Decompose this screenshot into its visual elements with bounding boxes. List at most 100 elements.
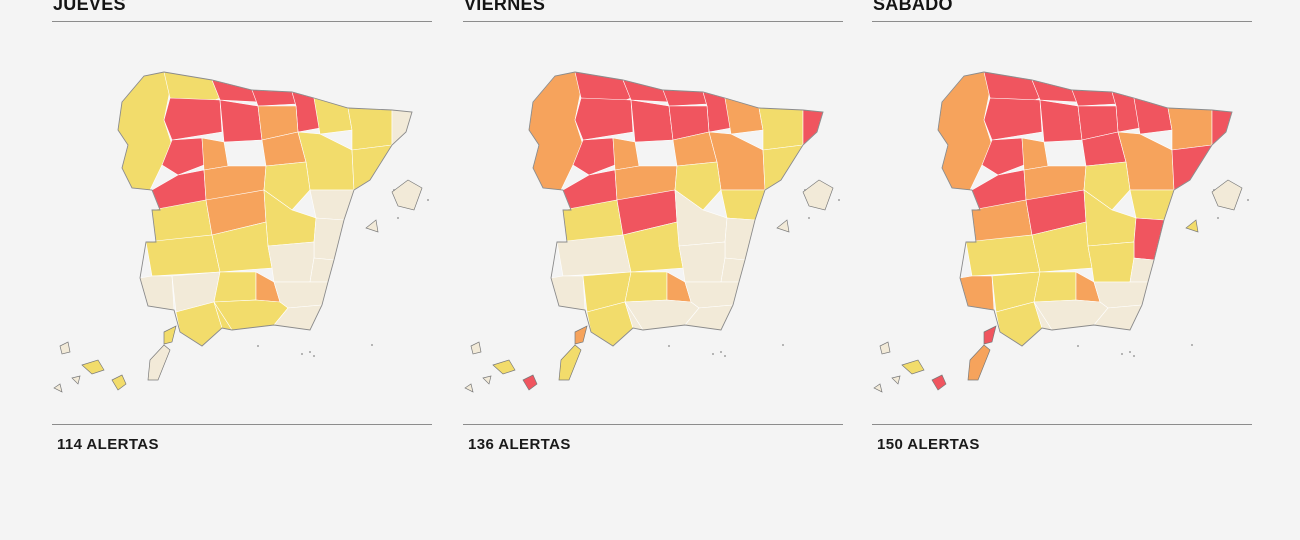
isla-small-1 bbox=[59, 341, 71, 355]
bottom-divider bbox=[872, 424, 1252, 425]
region-zamora bbox=[572, 137, 616, 176]
islet-dot bbox=[1213, 189, 1215, 191]
isla-small-2 bbox=[53, 383, 63, 393]
region-galicia bbox=[937, 71, 993, 191]
isla-small-2 bbox=[873, 383, 883, 393]
region-fuerteventura bbox=[147, 344, 171, 381]
region-catalonia bbox=[758, 107, 804, 151]
bottom-divider bbox=[463, 424, 843, 425]
region-zamora bbox=[161, 137, 205, 176]
panel-viernes: VIERNES 136 ALERTAS bbox=[463, 0, 843, 470]
islet-dot bbox=[808, 217, 810, 219]
region-catalonia bbox=[347, 107, 393, 151]
islet-dot bbox=[720, 351, 722, 353]
region-gran-canaria bbox=[522, 374, 538, 391]
panel-jueves: JUEVES 114 ALERTAS bbox=[52, 0, 432, 470]
islet-dot bbox=[427, 199, 429, 201]
day-title: SÁBADO bbox=[873, 0, 953, 14]
region-huelva bbox=[139, 275, 175, 311]
region-albacete bbox=[267, 241, 315, 283]
region-zamora bbox=[981, 137, 1025, 176]
region-castellon bbox=[1129, 189, 1175, 221]
top-divider bbox=[872, 21, 1252, 22]
region-alicante bbox=[309, 257, 335, 283]
region-baleares bbox=[1211, 179, 1243, 211]
region-cordoba bbox=[624, 271, 668, 303]
isla-small-3 bbox=[482, 375, 492, 385]
region-girona bbox=[1211, 109, 1233, 146]
isla-small-1 bbox=[470, 341, 482, 355]
islet-dot bbox=[712, 353, 714, 355]
region-huelva bbox=[550, 275, 586, 311]
islet-dot bbox=[1217, 217, 1219, 219]
alert-count: 136 ALERTAS bbox=[468, 436, 571, 453]
region-tenerife bbox=[81, 359, 105, 375]
region-baleares bbox=[802, 179, 834, 211]
region-valladolid bbox=[612, 137, 640, 171]
region-vasco bbox=[1071, 89, 1117, 107]
region-ibiza bbox=[1185, 219, 1199, 233]
region-gran-canaria bbox=[111, 374, 127, 391]
region-ibiza bbox=[365, 219, 379, 233]
alert-map bbox=[53, 71, 429, 393]
islet-dot bbox=[313, 355, 315, 357]
alert-map bbox=[873, 71, 1249, 393]
region-badajoz bbox=[556, 234, 632, 277]
region-vasco bbox=[662, 89, 708, 107]
peninsula-outline bbox=[528, 71, 824, 347]
region-valladolid bbox=[1021, 137, 1049, 171]
alert-count: 150 ALERTAS bbox=[877, 436, 980, 453]
region-galicia bbox=[117, 71, 173, 191]
isla-small-2 bbox=[464, 383, 474, 393]
region-tarragona bbox=[1171, 144, 1213, 191]
peninsula-outline bbox=[937, 71, 1233, 347]
peninsula-outline bbox=[117, 71, 413, 347]
alert-count: 114 ALERTAS bbox=[57, 436, 159, 453]
region-lanzarote bbox=[163, 325, 177, 345]
region-catalonia bbox=[1167, 107, 1213, 151]
region-girona bbox=[391, 109, 413, 146]
alert-map bbox=[464, 71, 840, 393]
islet-dot bbox=[1247, 199, 1249, 201]
islet-dot bbox=[838, 199, 840, 201]
region-galicia bbox=[528, 71, 584, 191]
region-burgos bbox=[219, 99, 263, 143]
region-vasco bbox=[251, 89, 297, 107]
islet-dot bbox=[782, 344, 784, 346]
top-divider bbox=[463, 21, 843, 22]
region-girona bbox=[802, 109, 824, 146]
islet-dot bbox=[309, 351, 311, 353]
region-fuerteventura bbox=[967, 344, 991, 381]
region-castellon bbox=[720, 189, 766, 221]
region-fuerteventura bbox=[558, 344, 582, 381]
islet-dot bbox=[804, 189, 806, 191]
region-alicante bbox=[720, 257, 746, 283]
islet-dot bbox=[1129, 351, 1131, 353]
region-badajoz bbox=[965, 234, 1041, 277]
region-lanzarote bbox=[574, 325, 588, 345]
bottom-divider bbox=[52, 424, 432, 425]
region-tenerife bbox=[901, 359, 925, 375]
islet-dot bbox=[1191, 344, 1193, 346]
islet-dot bbox=[1121, 353, 1123, 355]
region-gran-canaria bbox=[931, 374, 947, 391]
islet-dot bbox=[301, 353, 303, 355]
islet-dot bbox=[668, 345, 670, 347]
region-lanzarote bbox=[983, 325, 997, 345]
region-badajoz bbox=[145, 234, 221, 277]
region-albacete bbox=[678, 241, 726, 283]
region-alicante bbox=[1129, 257, 1155, 283]
region-albacete bbox=[1087, 241, 1135, 283]
region-leon bbox=[163, 97, 223, 141]
region-valladolid bbox=[201, 137, 229, 171]
isla-small-3 bbox=[891, 375, 901, 385]
day-title: VIERNES bbox=[464, 0, 546, 14]
panel-sabado: SÁBADO 150 ALERTAS bbox=[872, 0, 1252, 470]
islet-dot bbox=[371, 344, 373, 346]
region-ibiza bbox=[776, 219, 790, 233]
islet-dot bbox=[257, 345, 259, 347]
islet-dot bbox=[724, 355, 726, 357]
islet-dot bbox=[1077, 345, 1079, 347]
region-cordoba bbox=[213, 271, 257, 303]
region-tarragona bbox=[351, 144, 393, 191]
